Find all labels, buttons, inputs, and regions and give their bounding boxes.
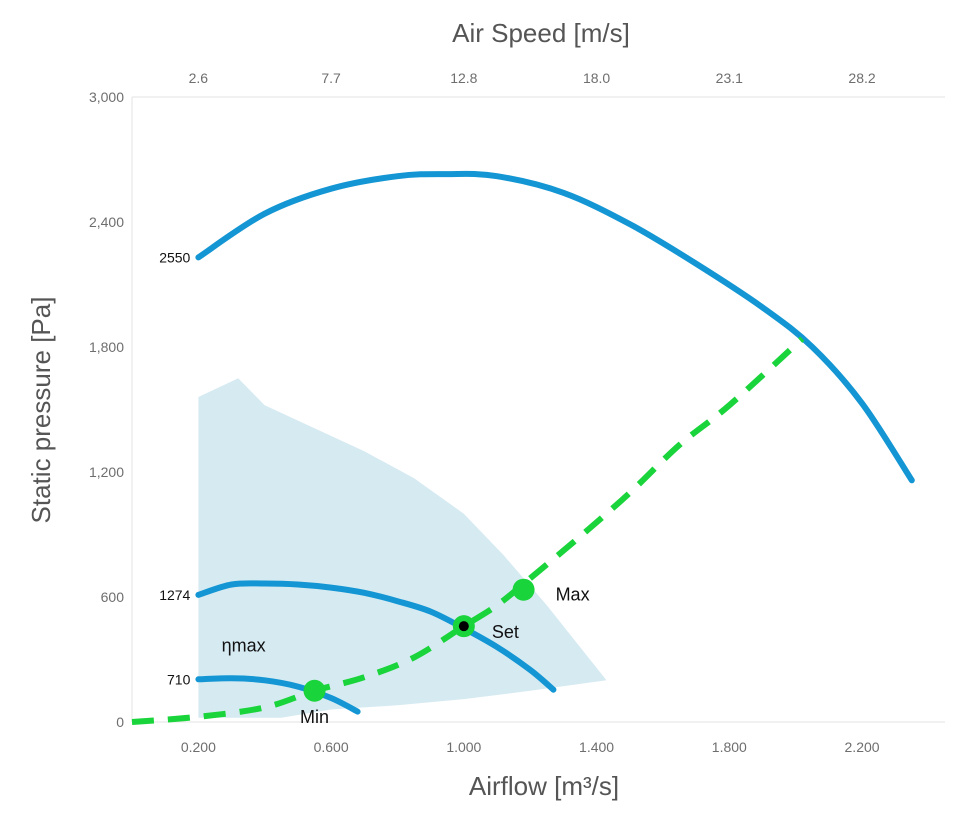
operating-region <box>198 378 607 718</box>
fan-curve-1274 <box>195 580 557 693</box>
x-tick-label: 0.600 <box>314 739 349 755</box>
point-label-min: Min <box>300 707 329 727</box>
y-tick-label: 1,200 <box>89 464 124 480</box>
y-tick-label: 2,400 <box>89 214 124 230</box>
x-tick-label: 2.200 <box>845 739 880 755</box>
x2-tick-label: 7.7 <box>321 70 341 86</box>
y-tick-label: 3,000 <box>89 89 124 105</box>
x-tick-label: 1.800 <box>712 739 747 755</box>
x2-tick-label: 23.1 <box>716 70 743 86</box>
operating-region-layer <box>198 378 607 718</box>
y-tick-label: 600 <box>101 589 125 605</box>
curve-label-2550: 2550 <box>159 249 190 265</box>
curves-layer <box>131 170 915 725</box>
x-tick-label: 1.400 <box>579 739 614 755</box>
x2-tick-label: 2.6 <box>189 70 209 86</box>
eta-max-annotation: ηmax <box>222 635 266 655</box>
x2-tick-label: 12.8 <box>450 70 477 86</box>
text-layer: Air Speed [m/s] Airflow [m³/s] Static pr… <box>26 18 880 801</box>
fan-curve-710 <box>195 675 361 715</box>
point-marker-min <box>303 679 326 702</box>
top-axis-title: Air Speed [m/s] <box>452 18 630 48</box>
curve-label-710: 710 <box>167 671 191 687</box>
y-tick-label: 1,800 <box>89 339 124 355</box>
point-label-set: Set <box>492 622 519 642</box>
system-curve-line <box>131 336 805 725</box>
point-center-dot <box>458 621 469 632</box>
point-marker-max <box>512 578 535 601</box>
y-axis-title: Static pressure [Pa] <box>26 297 56 524</box>
x-axis-title: Airflow [m³/s] <box>469 771 619 801</box>
fan-curve-2550 <box>195 170 915 484</box>
x2-tick-label: 18.0 <box>583 70 610 86</box>
x-tick-label: 1.000 <box>446 739 481 755</box>
grid-layer <box>131 96 945 723</box>
x-tick-label: 0.200 <box>181 739 216 755</box>
point-label-max: Max <box>556 585 590 605</box>
x2-tick-label: 28.2 <box>848 70 875 86</box>
y-tick-label: 0 <box>116 714 124 730</box>
curve-label-1274: 1274 <box>159 587 190 603</box>
points-layer <box>303 578 535 702</box>
